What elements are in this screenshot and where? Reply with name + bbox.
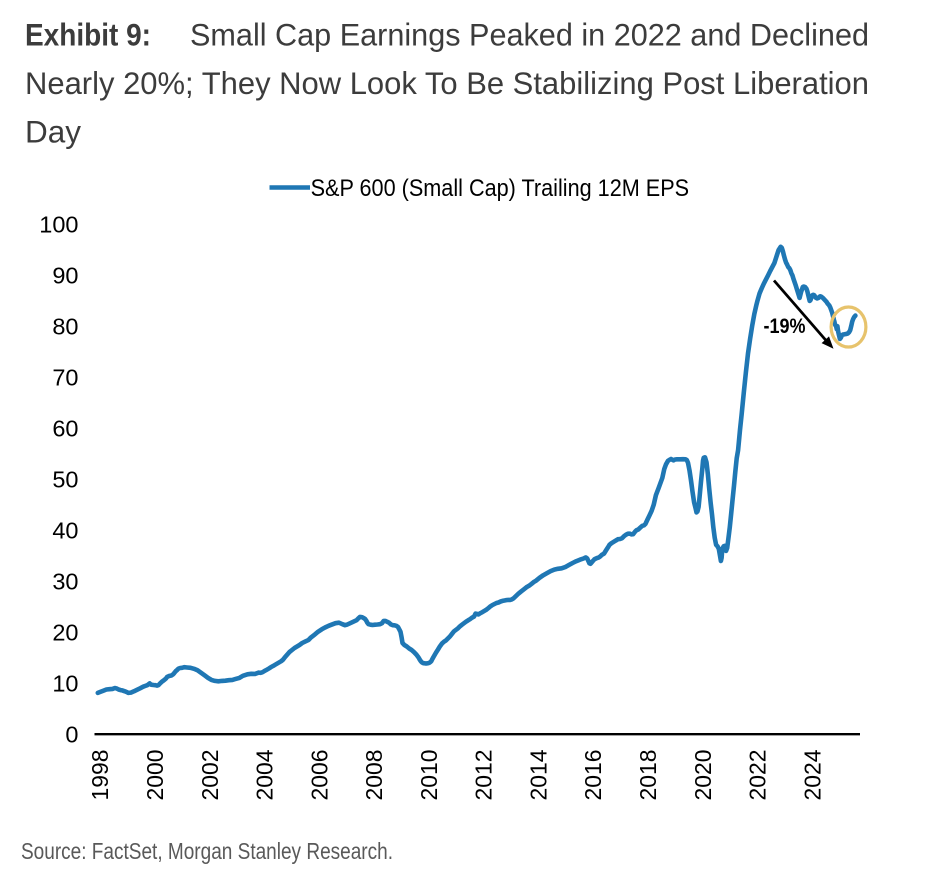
svg-text:2024: 2024 — [799, 750, 825, 801]
svg-text:2006: 2006 — [306, 750, 332, 801]
svg-text:Day: Day — [25, 114, 81, 150]
svg-text:70: 70 — [52, 365, 78, 391]
svg-text:2010: 2010 — [416, 750, 442, 801]
svg-text:30: 30 — [52, 569, 78, 595]
svg-text:2014: 2014 — [525, 750, 551, 801]
svg-text:Source: FactSet, Morgan Stanle: Source: FactSet, Morgan Stanley Research… — [21, 838, 393, 864]
svg-text:90: 90 — [52, 263, 78, 289]
svg-text:100: 100 — [39, 212, 78, 238]
svg-text:2002: 2002 — [197, 750, 223, 801]
svg-text:20: 20 — [52, 619, 78, 645]
svg-text:S&P 600 (Small Cap) Trailing 1: S&P 600 (Small Cap) Trailing 12M EPS — [311, 175, 689, 202]
svg-text:2018: 2018 — [635, 750, 661, 801]
svg-text:40: 40 — [52, 518, 78, 544]
svg-text:-19%: -19% — [764, 315, 806, 338]
svg-text:2022: 2022 — [745, 750, 771, 801]
svg-text:2012: 2012 — [471, 750, 497, 801]
svg-text:60: 60 — [52, 416, 78, 442]
svg-text:Nearly 20%; They Now Look To B: Nearly 20%; They Now Look To Be Stabiliz… — [25, 65, 869, 101]
svg-text:0: 0 — [65, 721, 78, 747]
svg-text:50: 50 — [52, 467, 78, 493]
svg-text:2000: 2000 — [142, 750, 168, 801]
svg-text:2004: 2004 — [252, 750, 278, 801]
svg-text:1998: 1998 — [87, 750, 113, 801]
svg-text:2016: 2016 — [580, 750, 606, 801]
svg-text:Small Cap Earnings Peaked in 2: Small Cap Earnings Peaked in 2022 and De… — [190, 17, 869, 53]
svg-text:2008: 2008 — [361, 750, 387, 801]
svg-text:80: 80 — [52, 314, 78, 340]
svg-text:Exhibit 9:: Exhibit 9: — [25, 17, 151, 53]
svg-text:10: 10 — [52, 670, 78, 696]
svg-text:2020: 2020 — [690, 750, 716, 801]
